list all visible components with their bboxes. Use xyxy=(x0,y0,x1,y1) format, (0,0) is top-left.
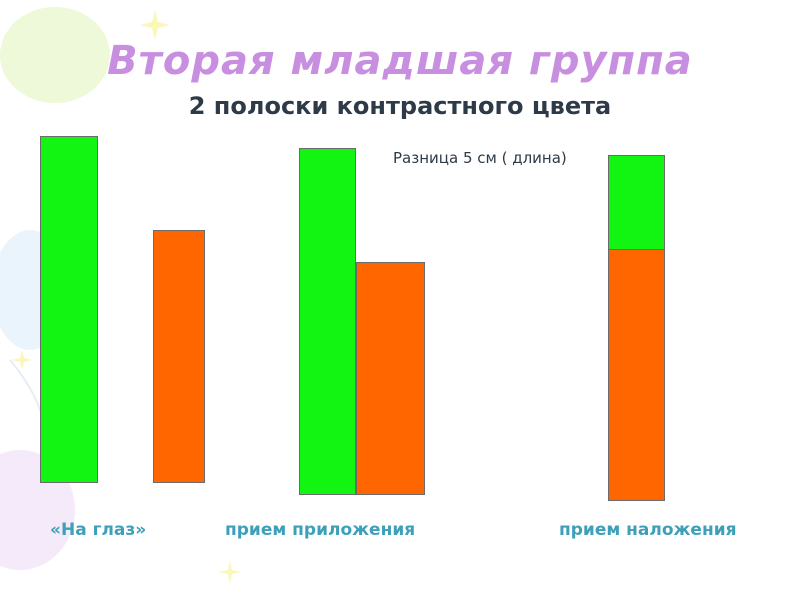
green-strip xyxy=(40,136,98,483)
caption-by-eye: «На глаз» xyxy=(50,520,147,540)
caption-overlay: прием наложения xyxy=(559,520,737,540)
caption-application: прием приложения xyxy=(225,520,416,540)
orange-strip xyxy=(356,262,425,495)
green-strip xyxy=(299,148,356,495)
slide-title: Вторая младшая группа xyxy=(107,38,693,84)
orange-strip xyxy=(153,230,205,483)
orange-strip xyxy=(608,249,665,501)
slide-subtitle: 2 полоски контрастного цвета xyxy=(188,92,612,120)
length-difference-note: Разница 5 см ( длина) xyxy=(393,149,567,167)
